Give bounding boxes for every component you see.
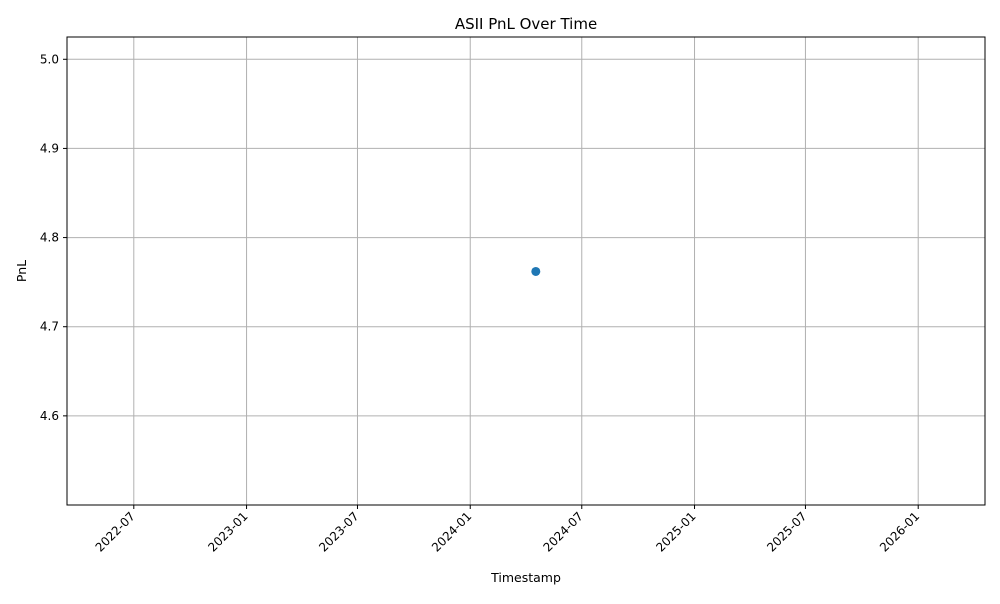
y-tick-label: 4.6: [40, 409, 59, 423]
y-tick-label: 4.9: [40, 141, 59, 155]
chart-title: ASII PnL Over Time: [455, 15, 597, 33]
plot-frame: [66, 36, 986, 506]
y-axis-label: PnL: [14, 260, 29, 282]
y-tick-label: 5.0: [40, 52, 59, 66]
data-points: [531, 266, 541, 276]
grid-lines: [67, 37, 985, 505]
x-axis-label: Timestamp: [490, 570, 561, 585]
y-tick-label: 4.7: [40, 320, 59, 334]
data-point: [531, 266, 541, 276]
y-tick-label: 4.8: [40, 231, 59, 245]
